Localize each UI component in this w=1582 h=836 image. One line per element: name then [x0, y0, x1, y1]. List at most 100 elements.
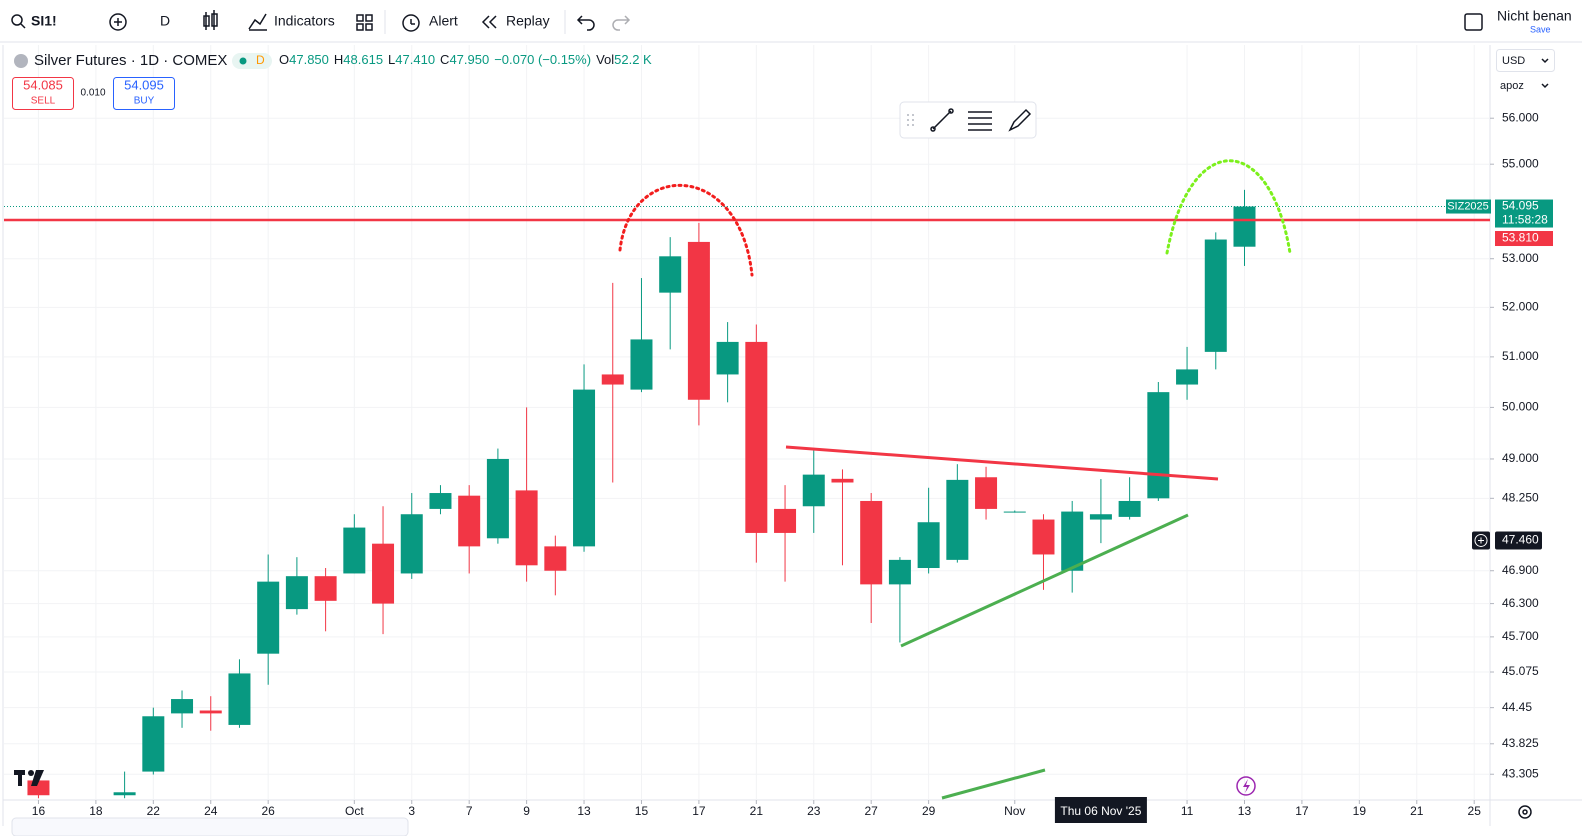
countdown-label: 11:58:28	[1502, 213, 1548, 227]
indicators-label[interactable]: Indicators	[274, 13, 335, 29]
crosshair-add-button[interactable]	[1472, 531, 1490, 550]
candle-body	[601, 374, 624, 385]
buy-label[interactable]: BUY	[134, 96, 155, 107]
x-tick-label: 25	[1468, 804, 1482, 818]
candle-body	[860, 500, 883, 585]
sell-price[interactable]: 54.085	[23, 77, 63, 92]
candle-body	[1233, 206, 1256, 247]
currency-select[interactable]: USD	[1496, 49, 1555, 72]
x-tick-label: 9	[523, 804, 530, 818]
y-tick-label: 52.000	[1502, 299, 1539, 313]
x-tick-label: 22	[147, 804, 161, 818]
settings-button[interactable]	[1518, 805, 1532, 819]
candle-body	[429, 493, 452, 509]
legend-key: O	[279, 52, 289, 67]
brush-tool[interactable]	[1008, 108, 1032, 132]
candle-body	[372, 543, 395, 604]
candle-body	[314, 576, 337, 601]
x-tick-label: 24	[204, 804, 218, 818]
crosshair-x-label: Thu 06 Nov '25	[1060, 804, 1141, 818]
hline-label: 53.810	[1502, 231, 1539, 245]
layouts-button[interactable]	[356, 14, 373, 31]
buy-button[interactable]: 54.095 BUY	[113, 77, 175, 110]
scale-mode-select[interactable]: apoz	[1500, 80, 1549, 92]
undo-button[interactable]	[576, 15, 595, 31]
replay-button[interactable]: Replay	[481, 13, 550, 29]
indicators-button[interactable]: Indicators	[248, 13, 335, 31]
y-tick-label: 53.000	[1502, 251, 1539, 265]
candle-body	[831, 478, 854, 483]
last-price-label: 54.095	[1502, 199, 1539, 213]
crosshair-x-bg	[1054, 797, 1147, 823]
candle-body	[659, 256, 682, 293]
candle-body	[917, 522, 940, 569]
x-tick-label: Oct	[345, 804, 364, 818]
add-button-icon	[1478, 537, 1484, 544]
x-tick-label: 7	[466, 804, 473, 818]
bottom-panel	[11, 817, 409, 836]
legend-value: 47.850	[289, 52, 329, 67]
symbol[interactable]: SI1!	[31, 13, 57, 29]
layout-name[interactable]: Nicht benan	[1497, 8, 1572, 24]
candle-body	[975, 477, 998, 509]
legend-title: Silver Futures · 1D · COMEX	[34, 52, 227, 69]
symbol-icon	[14, 54, 28, 68]
tv-logo	[14, 770, 44, 786]
layout-checkbox[interactable]	[1464, 13, 1483, 31]
lightning-icon[interactable]	[1236, 776, 1256, 796]
legend-value: 47.410	[395, 52, 435, 67]
green-arc	[1165, 159, 1292, 255]
add-symbol[interactable]	[109, 13, 127, 31]
y-tick-label: 49.000	[1502, 451, 1539, 465]
trendline-tool[interactable]	[930, 108, 954, 132]
y-tick-label: 51.000	[1502, 349, 1539, 363]
save-button[interactable]: Save	[1530, 24, 1551, 34]
x-tick-label: 21	[1410, 804, 1424, 818]
candle-body	[199, 710, 222, 714]
candle-body	[113, 792, 136, 796]
fib-tool[interactable]	[968, 111, 992, 131]
replay-label[interactable]: Replay	[506, 13, 550, 29]
buy-price[interactable]: 54.095	[124, 77, 164, 92]
sell-box[interactable]	[12, 77, 74, 110]
x-tick-label: 11	[1181, 804, 1194, 818]
market-badge: D	[256, 53, 265, 67]
alert-label[interactable]: Alert	[429, 13, 458, 29]
candle-body	[745, 341, 768, 533]
x-tick-label: Nov	[1004, 804, 1025, 818]
scale-mode[interactable]: apoz	[1500, 80, 1524, 92]
candle-body	[1147, 392, 1170, 499]
last-price-bg	[1495, 199, 1553, 228]
candle-body	[888, 559, 911, 585]
hline-label-bg	[1495, 231, 1553, 247]
x-tick-label: 26	[261, 804, 275, 818]
candle-body	[142, 716, 165, 772]
alert-button[interactable]: Alert	[402, 13, 458, 32]
candle-body	[1118, 500, 1141, 517]
red-arc	[618, 184, 754, 277]
legend-value: 47.950	[449, 52, 489, 67]
y-tick-label: 43.825	[1502, 736, 1539, 750]
candle-body	[774, 508, 797, 533]
redo-button[interactable]	[612, 15, 631, 31]
interval[interactable]: D	[160, 13, 170, 29]
chart-type[interactable]	[203, 10, 218, 30]
legend: Silver Futures · 1D · COMEX D O47.850 H48…	[14, 52, 652, 69]
currency[interactable]: USD	[1502, 55, 1525, 67]
candle-body	[1032, 519, 1055, 555]
sell-label[interactable]: SELL	[31, 96, 56, 107]
add-button-icon	[1474, 533, 1488, 547]
candle-body	[544, 546, 567, 571]
y-tick-label: 44.45	[1502, 700, 1532, 714]
y-tick-label: 45.075	[1502, 664, 1539, 678]
symbol-search[interactable]: SI1!	[11, 13, 57, 29]
y-tick-label: 43.305	[1502, 766, 1539, 780]
sell-button[interactable]: 54.085 SELL	[12, 77, 74, 110]
candle-body	[687, 241, 710, 400]
buy-box[interactable]	[113, 77, 175, 110]
legend-change: −0.070 (−0.15%)	[494, 52, 591, 67]
legend-key: H	[334, 52, 343, 67]
